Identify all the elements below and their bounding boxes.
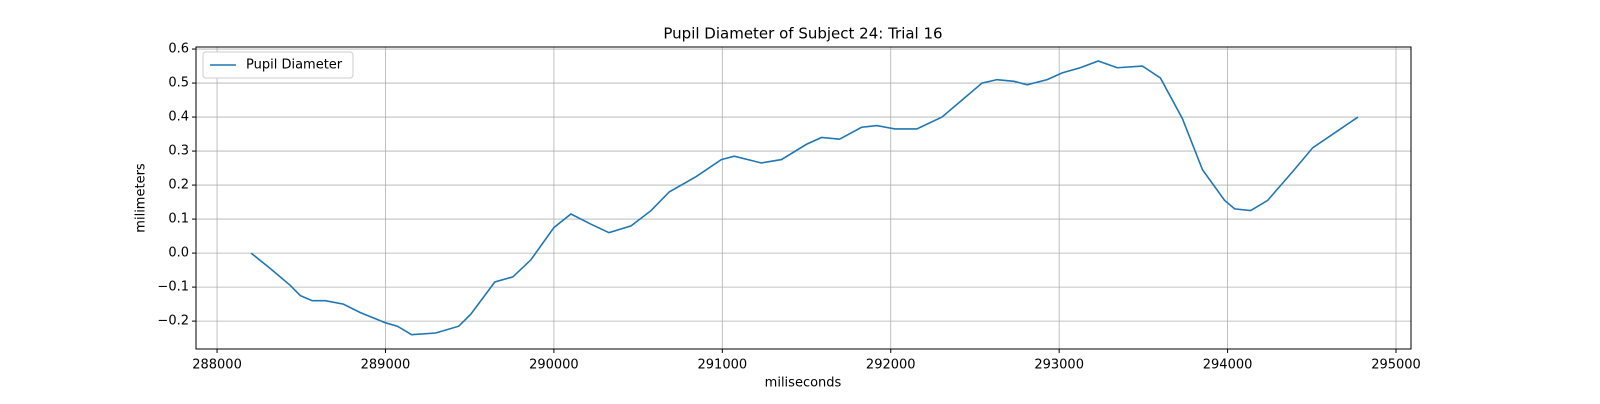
y-tick-label: 0.4: [168, 110, 189, 125]
y-tick-label: −0.2: [157, 314, 189, 329]
y-tick-label: 0.6: [168, 42, 189, 57]
x-tick-label: 294000: [1203, 358, 1253, 373]
y-tick-label: 0.5: [168, 76, 189, 91]
x-tick-label: 292000: [866, 358, 916, 373]
data-line: [250, 60, 1359, 336]
x-tick-label: 291000: [698, 358, 748, 373]
y-axis-label: milimeters: [134, 163, 149, 233]
y-tick-label: 0.2: [168, 178, 189, 193]
x-tick-label: 288000: [192, 358, 242, 373]
y-tick-label: 0.1: [168, 212, 189, 227]
y-tick-label: −0.1: [157, 280, 189, 295]
x-tick-label: 293000: [1034, 358, 1084, 373]
legend-box: [202, 51, 354, 79]
legend-label: Pupil Diameter: [246, 58, 343, 73]
y-tick-label: 0.3: [168, 144, 189, 159]
plot-frame: [195, 46, 1412, 350]
y-tick-label: 0.0: [168, 246, 189, 261]
chart-title: Pupil Diameter of Subject 24: Trial 16: [663, 25, 942, 43]
x-tick-label: 295000: [1371, 358, 1421, 373]
x-tick-label: 289000: [361, 358, 411, 373]
x-tick-label: 290000: [529, 358, 579, 373]
x-axis-label: miliseconds: [765, 376, 842, 391]
legend: Pupil Diameter: [202, 51, 354, 79]
